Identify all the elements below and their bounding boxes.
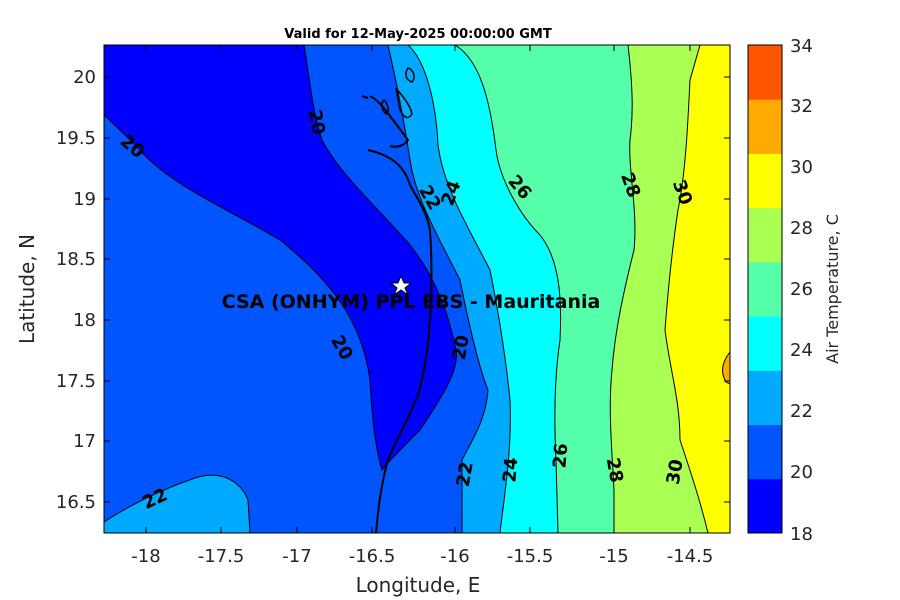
- x-axis-label: Longitude, E: [356, 573, 481, 597]
- band-22-southwest: [104, 474, 251, 533]
- y-tick-label: 16.5: [56, 492, 96, 513]
- temperature-field: [104, 45, 730, 533]
- colorbar-label: Air Temperature, C: [823, 214, 842, 364]
- coastline-north: [369, 95, 410, 148]
- contour-label: 20: [304, 108, 329, 136]
- site-label: CSA (ONHYM) PPL EBS - Mauritania: [222, 291, 601, 313]
- y-tick-label: 18: [73, 310, 96, 331]
- colorbar-tick-label: 26: [790, 279, 813, 300]
- colorbar-tick-label: 32: [790, 96, 813, 117]
- colorbar-band: [748, 99, 782, 154]
- band-32-34: [722, 351, 730, 385]
- colorbar-band: [748, 207, 782, 263]
- plot-frame: [103, 44, 731, 534]
- colorbar-tick-label: 22: [790, 401, 813, 422]
- x-tick-label: -17: [282, 546, 311, 567]
- y-tick-label: 18.5: [56, 249, 96, 270]
- contour-label: 30: [663, 458, 688, 486]
- y-tick-label: 17.5: [56, 371, 96, 392]
- x-tick-label: -15: [599, 546, 628, 567]
- x-tick-label: -18: [131, 546, 160, 567]
- colorbar-tick-label: 20: [790, 462, 813, 483]
- y-tick-label: 19.5: [56, 128, 96, 149]
- x-axis: -18 -17.5 -17 -16.5 -16 -15.5 -15 -14.5 …: [131, 45, 713, 597]
- island-3: [381, 98, 389, 115]
- contour-label: 26: [549, 442, 572, 469]
- y-axis: 20 19.5 19 18.5 18 17.5 17 16.5 Latitude…: [15, 67, 730, 513]
- island-4: [361, 95, 369, 99]
- band-30-32: [664, 45, 730, 533]
- colorbar-tick-label: 18: [790, 524, 813, 545]
- colorbar-band: [748, 424, 782, 480]
- colorbar-tick-label: 30: [790, 157, 813, 178]
- colorbar-band: [748, 261, 782, 317]
- island-1: [395, 87, 413, 119]
- x-tick-label: -14.5: [667, 546, 714, 567]
- x-tick-label: -17.5: [198, 546, 245, 567]
- contour-label: 28: [602, 456, 627, 484]
- colorbar-band: [748, 153, 782, 209]
- colorbar-bands: [748, 45, 782, 534]
- colorbar: 34 32 30 28 26 24 22 20 18 Air Temperatu…: [747, 36, 842, 545]
- colorbar-band: [748, 370, 782, 426]
- colorbar-frame: [747, 44, 783, 534]
- colorbar-band: [748, 316, 782, 371]
- band-18-20: [104, 45, 458, 472]
- colorbar-tick-label: 28: [790, 218, 813, 239]
- colorbar-tick-label: 24: [790, 340, 813, 361]
- x-tick-label: -16: [440, 546, 469, 567]
- colorbar-tick-label: 34: [790, 36, 813, 57]
- x-tick-label: -16.5: [349, 546, 396, 567]
- contour-label: 20: [449, 333, 474, 361]
- island-2: [405, 67, 415, 83]
- y-tick-label: 19: [73, 189, 96, 210]
- colorbar-band: [748, 45, 782, 100]
- y-tick-label: 17: [73, 431, 96, 452]
- contour-label: 22: [453, 460, 478, 488]
- map-title: Valid for 12-May-2025 00:00:00 GMT: [284, 27, 552, 42]
- contour-label: 24: [499, 456, 522, 483]
- x-tick-label: -15.5: [507, 546, 554, 567]
- coastline: [367, 149, 433, 533]
- colorbar-band: [748, 478, 782, 534]
- y-tick-label: 20: [73, 67, 96, 88]
- star-icon: [389, 274, 413, 297]
- y-axis-label: Latitude, N: [15, 234, 39, 344]
